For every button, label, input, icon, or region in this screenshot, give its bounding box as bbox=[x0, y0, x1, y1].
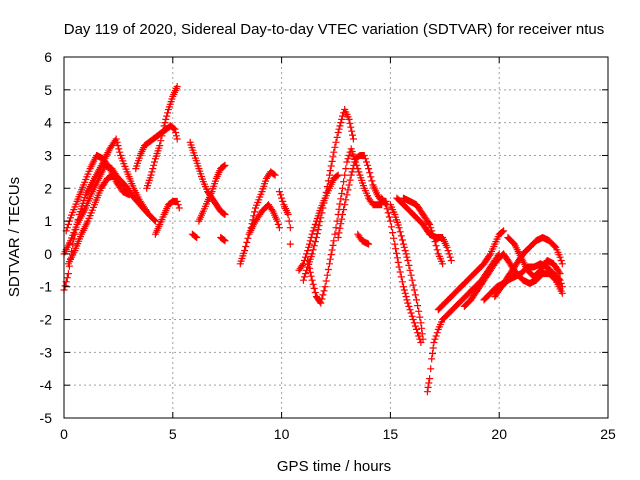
data-marker-path bbox=[400, 194, 447, 268]
data-marker-path bbox=[378, 194, 425, 346]
series-sat-track-14 bbox=[275, 188, 294, 248]
series-sat-track-9 bbox=[195, 161, 229, 225]
y-tick-label: 4 bbox=[44, 115, 52, 131]
y-tick-label: -5 bbox=[40, 410, 53, 426]
y-tick-label: 2 bbox=[44, 180, 52, 196]
axis-ticks: 0 5 10 15 20 25 -5 -4 -3 -2 -1 0 1 2 3 4 5 6 bbox=[40, 49, 616, 442]
data-marker-path bbox=[217, 234, 229, 245]
data-marker-path bbox=[151, 197, 183, 238]
x-tick-label: 5 bbox=[169, 426, 177, 442]
series-sat-track-20 bbox=[378, 194, 425, 346]
data-marker-path bbox=[132, 122, 181, 173]
y-tick-label: 5 bbox=[44, 82, 52, 98]
x-tick-label: 10 bbox=[274, 426, 290, 442]
data-marker-path bbox=[354, 230, 373, 248]
data-marker-path bbox=[195, 161, 229, 225]
data-marker-path bbox=[275, 188, 294, 248]
series-sat-track-10 bbox=[188, 230, 201, 241]
x-tick-label: 15 bbox=[383, 426, 399, 442]
data-marker-path bbox=[188, 230, 201, 241]
y-tick-label: -1 bbox=[40, 279, 53, 295]
series-sat-track-29 bbox=[504, 234, 564, 281]
series-sat-track-23 bbox=[400, 194, 447, 268]
y-tick-label: 3 bbox=[44, 147, 52, 163]
series-sat-track-21 bbox=[386, 201, 427, 343]
data-points bbox=[60, 83, 566, 396]
series-sat-track-4 bbox=[64, 171, 131, 268]
y-tick-label: -3 bbox=[40, 344, 53, 360]
plot-frame bbox=[63, 56, 609, 419]
data-marker-path bbox=[143, 83, 181, 192]
y-tick-label: 6 bbox=[44, 49, 52, 65]
x-tick-label: 20 bbox=[491, 426, 507, 442]
data-marker-path bbox=[236, 201, 283, 268]
y-tick-label: 1 bbox=[44, 213, 52, 229]
x-tick-label: 0 bbox=[60, 426, 68, 442]
series-sat-track-6 bbox=[143, 83, 181, 192]
x-axis-title: GPS time / hours bbox=[277, 458, 391, 475]
data-marker-path bbox=[64, 171, 131, 268]
data-marker-path bbox=[386, 201, 427, 343]
series-sat-track-5 bbox=[132, 122, 181, 173]
data-marker-path bbox=[247, 168, 279, 232]
series-sat-track-25 bbox=[434, 227, 508, 314]
y-tick-label: -4 bbox=[40, 377, 53, 393]
series-sat-track-7 bbox=[151, 197, 183, 238]
series-sat-track-12 bbox=[236, 201, 283, 268]
y-tick-label: -2 bbox=[40, 312, 53, 328]
series-sat-track-11 bbox=[217, 234, 229, 245]
series-sat-track-13 bbox=[247, 168, 279, 232]
grid bbox=[64, 57, 608, 418]
series-sat-track-19 bbox=[354, 230, 373, 248]
data-marker-path bbox=[434, 227, 508, 314]
chart-title: Day 119 of 2020, Sidereal Day-to-day VTE… bbox=[64, 21, 605, 38]
y-tick-label: 0 bbox=[44, 246, 52, 262]
x-tick-label: 25 bbox=[600, 426, 616, 442]
y-axis-title: SDTVAR / TECUs bbox=[6, 177, 23, 297]
data-marker-path bbox=[504, 234, 564, 281]
